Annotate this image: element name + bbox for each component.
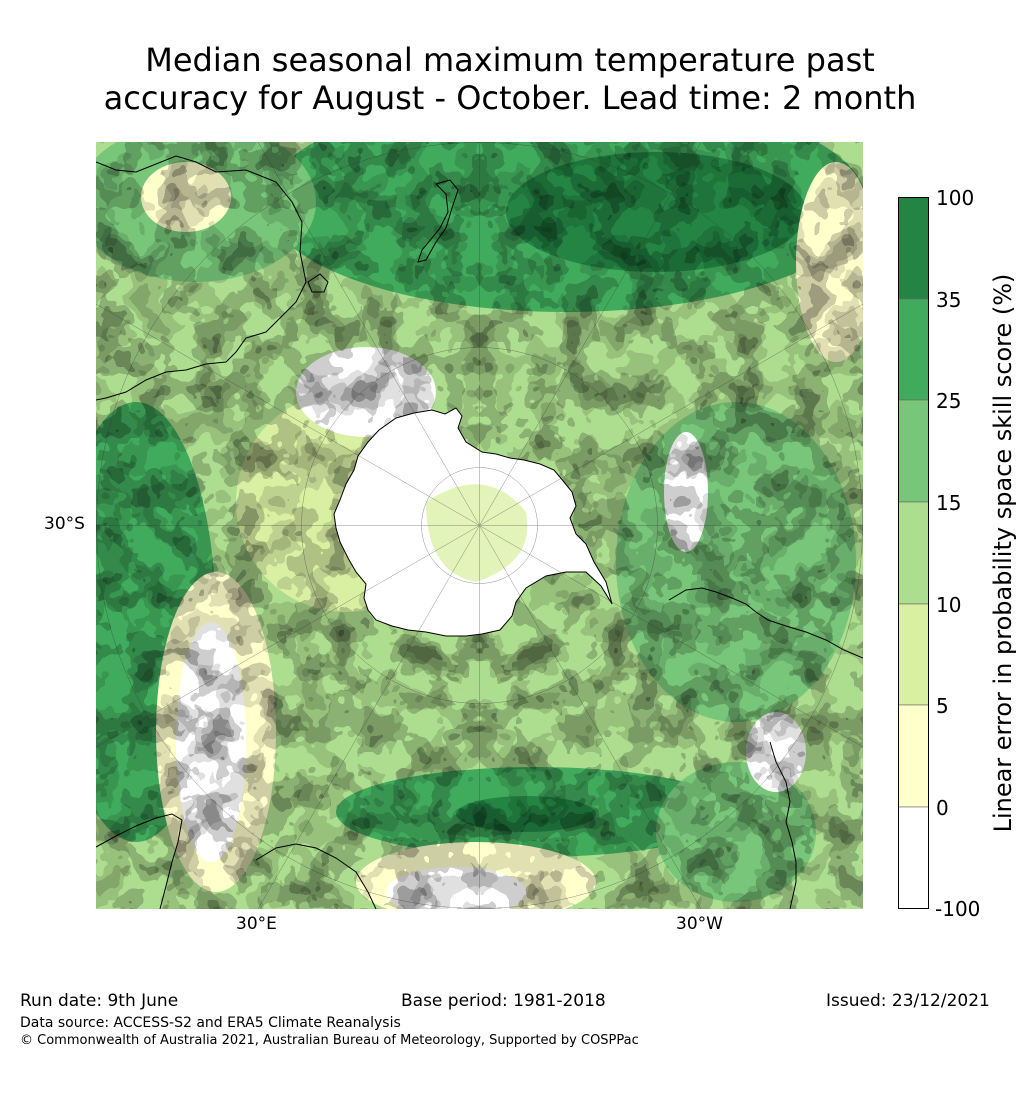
colorbar-bin-25-35 — [897, 298, 930, 401]
lat-label-30s: 30°S — [44, 514, 85, 534]
issued-date: Issued: 23/12/2021 — [826, 991, 990, 1011]
colorbar-label: Linear error in probability space skill … — [989, 273, 1017, 833]
colorbar-bin-10-15 — [897, 501, 930, 605]
colorbar-tick-0: 0 — [936, 796, 949, 820]
colorbar-tick-5: 5 — [936, 694, 949, 718]
lon-label-30e: 30°E — [236, 914, 277, 934]
colorbar-tick-25: 25 — [936, 389, 962, 413]
colorbar — [897, 196, 930, 910]
colorbar-tick-35: 35 — [936, 288, 962, 312]
chart-title-line-2: accuracy for August - October. Lead time… — [103, 79, 917, 117]
south-america-coastline — [668, 587, 863, 659]
south-africa-coastline — [96, 813, 183, 909]
colorbar-frame — [898, 197, 929, 909]
south-america-east-coast — [769, 741, 797, 909]
australia-coastline — [96, 155, 307, 401]
data-source: Data source: ACCESS-S2 and ERA5 Climate … — [20, 1015, 401, 1031]
copyright-notice: © Commonwealth of Australia 2021, Austra… — [20, 1033, 639, 1048]
base-period: Base period: 1981-2018 — [401, 991, 606, 1011]
new-zealand-coastline — [417, 179, 459, 263]
colorbar-bin-35-100 — [897, 196, 930, 300]
colorbar-tick-10: 10 — [936, 593, 962, 617]
colorbar-tick-15: 15 — [936, 491, 962, 515]
polar-map — [96, 142, 863, 909]
graticule — [96, 142, 863, 909]
colorbar-bin-15-25 — [897, 399, 930, 503]
tasmania-coastline — [307, 273, 329, 293]
run-date: Run date: 9th June — [20, 991, 179, 1011]
colorbar-bin-0-5 — [897, 704, 930, 808]
colorbar-bin-5-10 — [897, 603, 930, 706]
colorbar-svg — [897, 196, 930, 910]
colorbar-tick-neg100: -100 — [935, 897, 981, 921]
polar-map-svg — [96, 142, 863, 909]
chart-title-line-1: Median seasonal maximum temperature past — [145, 41, 875, 79]
madagascar-coastline — [255, 843, 377, 909]
colorbar-tick-100: 100 — [936, 186, 975, 210]
colorbar-bin-neg100-0 — [897, 806, 930, 910]
graticule-meridian-f — [96, 303, 863, 748]
lon-label-30w: 30°W — [676, 914, 723, 934]
antarctica-interior-skill — [426, 484, 528, 582]
